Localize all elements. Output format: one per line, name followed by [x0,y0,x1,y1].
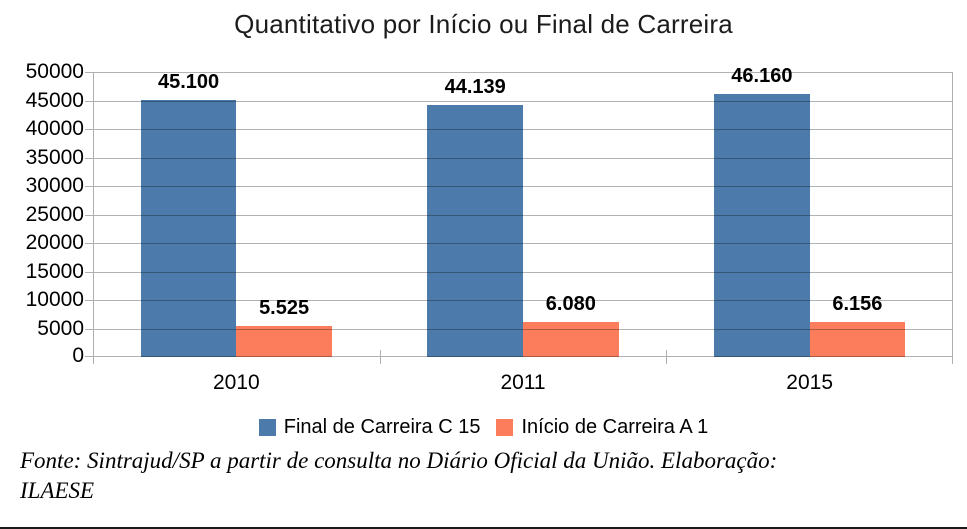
x-axis-category-labels: 2010 2011 2015 [93,371,953,397]
bar-in-cio-de-carreira-a-1-2010 [236,325,332,357]
y-tick-label: 50000 [25,60,84,83]
y-tick-label: 45000 [25,89,84,112]
chart-plot-area: 45.100 5.525 44.139 6.080 46.160 6.156 [85,65,953,364]
y-axis-tick-mark [85,158,93,159]
legend-label-final-de-carreira-c-15: Final de Carreira C 15 [283,416,481,438]
y-tick-label: 0 [72,344,84,367]
bottom-border-line [0,527,967,529]
source-note: Fonte: Sintrajud/SP a partir de consulta… [20,446,950,506]
bar-value-in-cio-de-carreira-a-1-2011: 6.080 [545,293,596,316]
y-axis-tick-mark [85,356,93,357]
x-category-label: 2010 [212,371,260,394]
legend-item-final-de-carreira-c-15: Final de Carreira C 15 [258,416,481,439]
x-category-label: 2015 [786,371,833,394]
x-axis-tick-mark [380,350,381,364]
bar-final-de-carreira-c-15-2011 [427,105,523,357]
bar-in-cio-de-carreira-a-1-2015 [809,321,906,357]
bar-final-de-carreira-c-15-2010 [140,99,237,357]
gridline [93,186,953,187]
gridline [93,129,953,130]
plot-right-border [952,72,953,357]
gridline [93,215,953,216]
x-axis-tick-mark [666,350,667,364]
gridline [93,329,953,330]
source-note-line-1: Fonte: Sintrajud/SP a partir de consulta… [20,448,778,473]
y-tick-label: 25000 [25,203,84,226]
y-axis-tick-mark [85,243,93,244]
gridline [93,272,953,273]
bar-value-final-de-carreira-c-15-2010: 45.100 [158,70,220,93]
x-axis-tick-mark [952,350,953,364]
y-axis-tick-mark [85,215,93,216]
y-axis-tick-mark [85,129,93,130]
y-tick-label: 35000 [25,146,84,169]
y-axis-tick-mark [85,186,93,187]
y-axis-tick-mark [85,300,93,301]
legend-item-in-cio-de-carreira-a-1: Início de Carreira A 1 [496,416,708,439]
gridline [93,72,953,73]
gridline [93,300,953,301]
gridline [93,356,953,357]
x-axis-tick-mark [93,350,94,364]
legend-swatch-in-cio-de-carreira-a-1 [496,419,514,436]
bar-final-de-carreira-c-15-2015 [714,93,810,357]
chart-title: Quantitativo por Início ou Final de Carr… [234,9,733,39]
gridline [93,101,953,102]
gridline [93,243,953,244]
y-tick-label: 20000 [25,231,84,254]
x-category-label: 2011 [500,371,546,394]
gridline [93,158,953,159]
legend-swatch-final-de-carreira-c-15 [258,419,276,436]
bar-in-cio-de-carreira-a-1-2011 [523,322,619,357]
y-tick-label: 15000 [25,260,84,283]
bar-value-in-cio-de-carreira-a-1-2010: 5.525 [259,296,310,319]
bar-value-final-de-carreira-c-15-2015: 46.160 [731,64,793,87]
chart-legend: Final de Carreira C 15 Início de Carreira… [0,416,967,439]
y-axis-line [93,72,94,357]
source-note-line-2: ILAESE [20,478,95,503]
y-axis-tick-mark [85,101,93,102]
y-tick-label: 30000 [25,174,84,197]
y-tick-label: 10000 [25,288,84,311]
y-axis-tick-mark [85,329,93,330]
y-axis-tick-mark [85,272,93,273]
y-tick-label: 5000 [37,317,84,340]
bar-value-final-de-carreira-c-15-2011: 44.139 [444,76,506,99]
y-axis-tick-mark [85,72,93,73]
bar-value-in-cio-de-carreira-a-1-2015: 6.156 [832,292,883,315]
y-tick-label: 40000 [25,117,84,140]
legend-label-in-cio-de-carreira-a-1: Início de Carreira A 1 [521,416,709,438]
